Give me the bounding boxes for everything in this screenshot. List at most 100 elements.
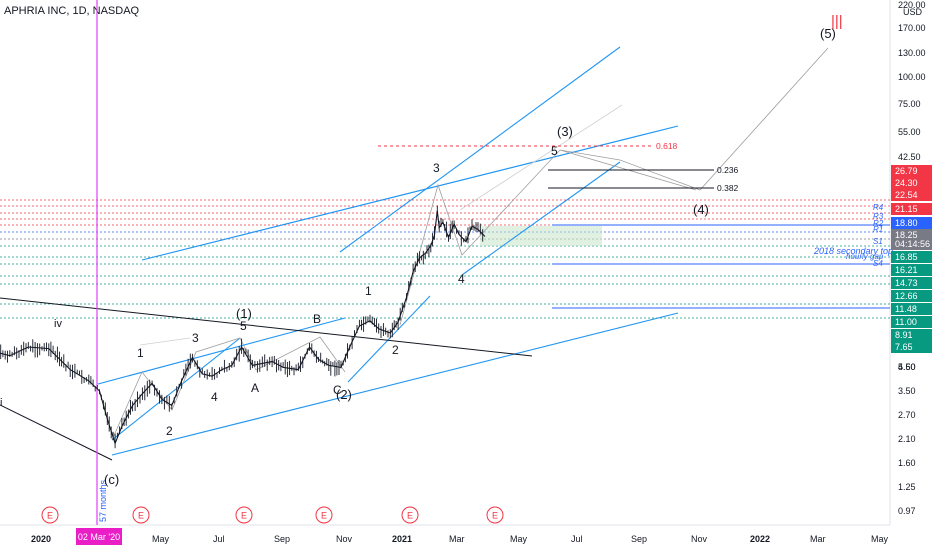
fib-0382-label: 0.382: [717, 183, 739, 193]
price-badge: 16.21: [891, 264, 932, 276]
price-badge: 12.66: [891, 290, 932, 302]
x-tick-label: Nov: [336, 534, 353, 544]
price-badge-text: 18.80: [895, 218, 918, 228]
wave-label: (5): [820, 26, 836, 41]
x-tick-label: Nov: [691, 534, 708, 544]
earnings-marker[interactable]: [315, 506, 333, 524]
x-tick-label: Sep: [631, 534, 647, 544]
y-tick-label: 0.97: [898, 506, 916, 516]
price-badge: 8.91: [891, 329, 932, 341]
x-tick-label: Mar: [449, 534, 465, 544]
wave-label: 2: [392, 343, 399, 357]
y-tick-label: 3.50: [898, 386, 916, 396]
price-badge-text: 21.15: [895, 204, 918, 214]
price-badge-text: 8.91: [895, 330, 913, 340]
wave-label: B: [313, 312, 321, 326]
price-badge-text: 18.25: [895, 230, 918, 240]
price-badge-text: 16.21: [895, 265, 918, 275]
price-badge-text: 24.30: [895, 178, 918, 188]
y-tick-label: 2.10: [898, 434, 916, 444]
price-badge: 04:14:56: [891, 238, 932, 250]
wave-label: 4: [211, 390, 218, 404]
wave-label: C: [333, 383, 342, 397]
wave-label: A: [251, 381, 259, 395]
price-badge: 7.65: [891, 341, 932, 353]
annotation-secondary-top: 2018 secondary top: [813, 246, 893, 256]
wave-label: 1: [137, 346, 144, 360]
wave-label: 5: [551, 144, 558, 158]
y-tick-label: 75.00: [898, 99, 921, 109]
earnings-marker-label: E: [492, 511, 498, 521]
pivot-r1: R1: [873, 225, 883, 234]
earnings-marker-label: E: [47, 511, 53, 521]
y-tick-label: 1.25: [898, 482, 916, 492]
wave-paths: [111, 47, 829, 441]
price-badge-text: 26.79: [895, 166, 918, 176]
pivot-r4: R4: [873, 203, 884, 212]
date-marker-badge[interactable]: [76, 528, 122, 545]
x-tick-label: 2020: [31, 534, 51, 544]
x-tick-label: Mar: [810, 534, 826, 544]
annotation-hourly-gap: hourly gap: [846, 252, 884, 261]
x-tick-label: 2022: [750, 534, 770, 544]
wave-label: 3: [192, 331, 199, 345]
price-badge: 11.00: [891, 316, 932, 328]
black-trendlines: [0, 297, 533, 461]
x-tick-label: 2021: [392, 534, 412, 544]
wave-label: i: [0, 397, 2, 409]
earnings-marker-label: E: [321, 511, 327, 521]
wave-label: 1: [365, 284, 372, 298]
y-tick-label: 1.60: [898, 458, 916, 468]
earnings-marker-label: E: [241, 511, 247, 521]
price-series: [0, 205, 486, 449]
wave-label: (2): [336, 387, 352, 402]
y-tick-label: 42.50: [898, 152, 921, 162]
price-badge: 16.85: [891, 251, 932, 263]
price-badge: 14.73: [891, 277, 932, 289]
earnings-marker[interactable]: [235, 506, 253, 524]
price-badge-text: 12.66: [895, 291, 918, 301]
price-badge: 18.80: [891, 217, 932, 229]
price-badge: 24.30: [891, 177, 932, 189]
blue-levels: [552, 224, 890, 309]
earnings-marker[interactable]: [41, 506, 59, 524]
price-badge-text: 16.85: [895, 252, 918, 262]
price-badge-text: 04:14:56: [895, 239, 930, 249]
wave-labels: iv 1 3 (1) 5 A 4 2 B C (2) (c) i 1 2 3 4…: [0, 13, 843, 487]
date-marker-text: 02 Mar '20: [78, 532, 120, 542]
pivot-lines: [0, 199, 890, 319]
price-badge-text: 22.54: [895, 190, 918, 200]
wave-label: (3): [557, 124, 573, 139]
price-badge-text: 11.48: [895, 304, 917, 314]
fib-black-lines: [548, 169, 714, 189]
x-tick-label: May: [510, 534, 528, 544]
earnings-marker-label: E: [138, 511, 144, 521]
wave-label: (c): [104, 472, 119, 487]
earnings-marker[interactable]: [486, 506, 504, 524]
wave-label: 2: [166, 424, 173, 438]
y-tick-label: 100.00: [898, 72, 926, 82]
earnings-marker[interactable]: [132, 506, 150, 524]
y-tick-label: 170.00: [898, 23, 926, 33]
time-axis: 2020 May Jul Sep Nov 2021 Mar May Jul Se…: [31, 534, 889, 544]
y-tick-label: 55.00: [898, 127, 921, 137]
price-badge: 11.48: [891, 303, 932, 315]
duration-label: 57 months: [98, 479, 108, 522]
x-tick-label: May: [871, 534, 889, 544]
pivot-s4: S4: [873, 259, 883, 268]
fib-0236-label: 0.236: [717, 165, 739, 175]
x-tick-label: Sep: [274, 534, 290, 544]
chart-pane[interactable]: [0, 0, 890, 525]
price-badge-text: 14.73: [895, 278, 918, 288]
x-tick-label: May: [152, 534, 170, 544]
y-tick-label: 220.00: [898, 0, 926, 10]
earnings-marker[interactable]: [401, 506, 419, 524]
price-axis: 220.00 170.00 130.00 100.00 75.00 55.00 …: [898, 0, 926, 516]
wave-label: iv: [54, 318, 62, 330]
earnings-marker-label: E: [407, 511, 413, 521]
wave-label: (4): [693, 202, 709, 217]
x-tick-label: Jul: [213, 534, 225, 544]
chart-title: APHRIA INC, 1D, NASDAQ: [4, 5, 140, 17]
